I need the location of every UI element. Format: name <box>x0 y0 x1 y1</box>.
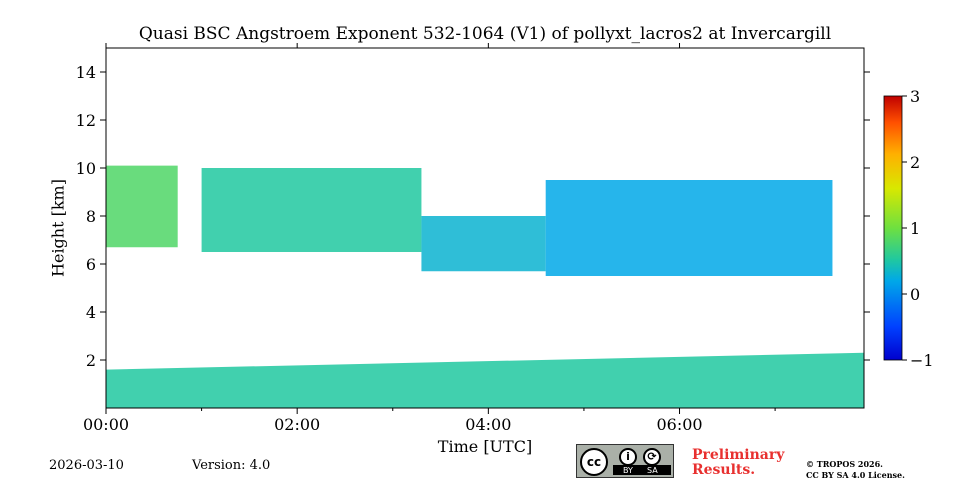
colorbar-tick-label: −1 <box>910 351 934 370</box>
x-tick-label: 06:00 <box>656 415 702 434</box>
colorbar <box>883 95 903 361</box>
layer-cirrus-band <box>201 168 422 252</box>
preliminary-line-2: Results. <box>692 462 756 478</box>
y-tick-label: 8 <box>86 207 96 226</box>
preliminary-note: Preliminary Results. <box>692 448 784 478</box>
license-strip <box>613 465 671 475</box>
person-icon: i <box>619 448 637 466</box>
copyright-note: © TROPOS 2026. CC BY SA 4.0 License. <box>806 459 905 481</box>
x-tick-label: 00:00 <box>83 415 129 434</box>
copyright-line-1: © TROPOS 2026. <box>806 459 883 469</box>
preliminary-line-1: Preliminary <box>692 447 785 463</box>
layer-descending-layer <box>421 216 546 272</box>
colorbar-tick-label: 1 <box>910 219 920 238</box>
colorbar-tick-label: 2 <box>910 153 920 172</box>
version-label: Version: 4.0 <box>192 458 271 473</box>
y-tick-label: 4 <box>86 303 96 322</box>
layer-boundary-layer <box>106 352 864 408</box>
cc-icon: cc <box>580 448 608 476</box>
y-tick-label: 14 <box>76 63 96 82</box>
sa-label: SA <box>647 466 658 475</box>
copyright-line-2: CC BY SA 4.0 License. <box>806 470 905 480</box>
layer-late-cloud-layer <box>545 180 833 276</box>
y-tick-label: 10 <box>76 159 96 178</box>
colorbar-tick-label: 0 <box>910 285 920 304</box>
x-tick-label: 04:00 <box>465 415 511 434</box>
chart-title: Quasi BSC Angstroem Exponent 532-1064 (V… <box>138 24 832 44</box>
y-tick-label: 12 <box>76 111 96 130</box>
y-tick-label: 6 <box>86 255 96 274</box>
cc-license-badge: cc i ⟳ BY SA <box>576 444 674 478</box>
x-axis-label: Time [UTC] <box>437 437 533 456</box>
heatmap-layers <box>106 165 864 408</box>
y-tick-label: 2 <box>86 351 96 370</box>
by-label: BY <box>623 466 633 475</box>
y-axis-label: Height [km] <box>48 179 68 277</box>
colorbar-tick-label: 3 <box>910 87 920 106</box>
layer-upper-aerosol-layer-early <box>106 165 178 248</box>
y-axis: 2 4 6 8 10 12 14 <box>76 63 870 370</box>
plot-frame <box>105 47 865 409</box>
date-label: 2026-03-10 <box>49 458 124 473</box>
x-axis: 00:00 02:00 04:00 06:00 <box>83 43 776 434</box>
x-tick-label: 02:00 <box>274 415 320 434</box>
colorbar-ticks: 3 2 1 0 −1 <box>902 87 934 370</box>
share-alike-icon: ⟳ <box>643 448 661 466</box>
